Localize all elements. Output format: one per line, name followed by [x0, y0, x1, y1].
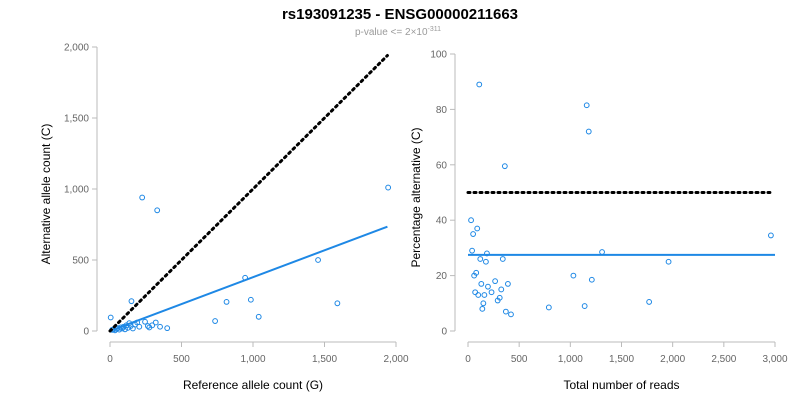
y-axis-label: Percentage alternative (C) [409, 127, 423, 267]
data-point [499, 256, 506, 262]
subtitle-prefix: p-value <= 2×10 [355, 27, 428, 38]
data-point [480, 300, 487, 307]
data-point [142, 318, 148, 325]
data-point [479, 305, 486, 312]
y-tick-label: 20 [436, 271, 448, 282]
data-point [334, 300, 341, 307]
data-point [139, 194, 146, 201]
subtitle-exponent: -311 [428, 26, 442, 33]
x-tick-label: 3,000 [762, 354, 787, 365]
data-point [646, 299, 653, 305]
x-tick-label: 0 [107, 354, 113, 365]
y-tick-label: 80 [436, 105, 448, 116]
x-tick-label: 2,500 [711, 354, 736, 365]
data-point [502, 308, 509, 315]
y-tick-label: 60 [436, 160, 448, 171]
data-point [599, 249, 605, 255]
data-point [492, 278, 499, 285]
data-point [496, 294, 503, 301]
data-point [255, 313, 262, 320]
y-tick-label: 500 [72, 256, 89, 267]
data-point [501, 163, 508, 170]
data-point [149, 322, 156, 329]
data-point [481, 292, 488, 298]
y-tick-label: 100 [430, 50, 447, 61]
x-tick-label: 0 [465, 354, 471, 365]
data-point [505, 281, 511, 287]
data-point [478, 281, 485, 287]
data-point [385, 184, 392, 191]
data-point [223, 298, 230, 305]
data-point [475, 292, 482, 298]
data-point [470, 231, 477, 237]
y-tick-label: 1,000 [64, 185, 89, 196]
x-tick-label: 1,500 [312, 354, 337, 365]
data-point [107, 314, 114, 321]
chart-allele-counts: 0 500 1,000 1,500 2,000 0 500 1,000 1,500 2,000 Re… [39, 43, 409, 393]
data-point [485, 283, 491, 290]
y-tick-label: 0 [441, 327, 447, 338]
data-point [545, 304, 552, 311]
data-point [152, 319, 159, 326]
data-point [581, 303, 588, 309]
y-tick-label: 40 [436, 216, 448, 227]
data-point [483, 258, 489, 265]
data-point [136, 323, 143, 330]
x-tick-label: 500 [511, 354, 528, 365]
data-point [665, 258, 672, 265]
x-tick-label: 2,000 [660, 354, 685, 365]
chart-percentage-alternative: 0 500 1,000 1,500 2,000 2,500 3,000 0 20 40 60 80 10… [409, 50, 788, 393]
figure-subtitle: p-value <= 2×10-311 [355, 26, 441, 38]
figure-title: rs193091235 - ENSG00000211663 [282, 6, 518, 23]
x-tick-label: 1,000 [558, 354, 583, 365]
data-point [508, 311, 514, 318]
data-point [473, 269, 480, 276]
data-point [128, 298, 135, 305]
data-point [583, 102, 590, 109]
fit-line [109, 225, 388, 332]
y-tick-label: 2,000 [64, 43, 89, 54]
data-point [488, 289, 495, 296]
data-point [247, 296, 254, 303]
data-point [468, 217, 474, 224]
data-point [476, 81, 483, 88]
data-point [469, 247, 475, 254]
data-point [477, 256, 484, 262]
y-tick-label: 1,500 [64, 114, 89, 125]
y-tick-label: 0 [83, 327, 89, 338]
data-point [212, 318, 219, 324]
data-point [570, 272, 577, 279]
reference-line [108, 54, 389, 333]
x-axis-label: Total number of reads [563, 378, 679, 392]
data-point [474, 225, 481, 232]
x-tick-label: 1,500 [609, 354, 634, 365]
y-axis-label: Alternative allele count (C) [39, 124, 53, 265]
data-point [588, 276, 595, 283]
x-tick-label: 1,000 [240, 354, 265, 365]
data-point [164, 325, 171, 332]
x-tick-label: 500 [173, 354, 190, 365]
x-tick-label: 2,000 [383, 354, 408, 365]
data-point [484, 250, 490, 257]
x-axis-label: Reference allele count (G) [183, 378, 323, 392]
data-point [498, 286, 505, 293]
data-point [157, 323, 163, 330]
data-point [315, 257, 321, 263]
data-point [585, 128, 592, 135]
data-point [154, 207, 161, 214]
data-point [472, 289, 479, 296]
data-point [768, 232, 774, 239]
